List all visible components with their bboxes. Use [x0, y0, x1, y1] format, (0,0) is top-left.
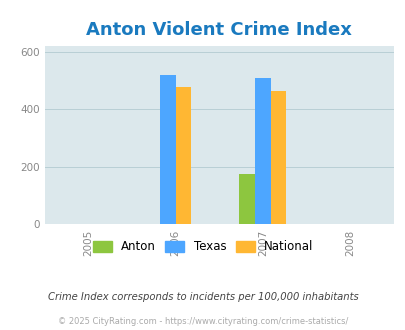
Text: Crime Index corresponds to incidents per 100,000 inhabitants: Crime Index corresponds to incidents per…	[47, 292, 358, 302]
Bar	[270, 91, 286, 224]
Bar	[160, 75, 175, 224]
Text: © 2025 CityRating.com - https://www.cityrating.com/crime-statistics/: © 2025 CityRating.com - https://www.city…	[58, 317, 347, 326]
Title: Anton Violent Crime Index: Anton Violent Crime Index	[86, 21, 351, 39]
Bar	[175, 87, 191, 224]
Legend: Anton, Texas, National: Anton, Texas, National	[87, 236, 318, 258]
Bar	[254, 78, 270, 224]
Bar	[239, 174, 254, 224]
